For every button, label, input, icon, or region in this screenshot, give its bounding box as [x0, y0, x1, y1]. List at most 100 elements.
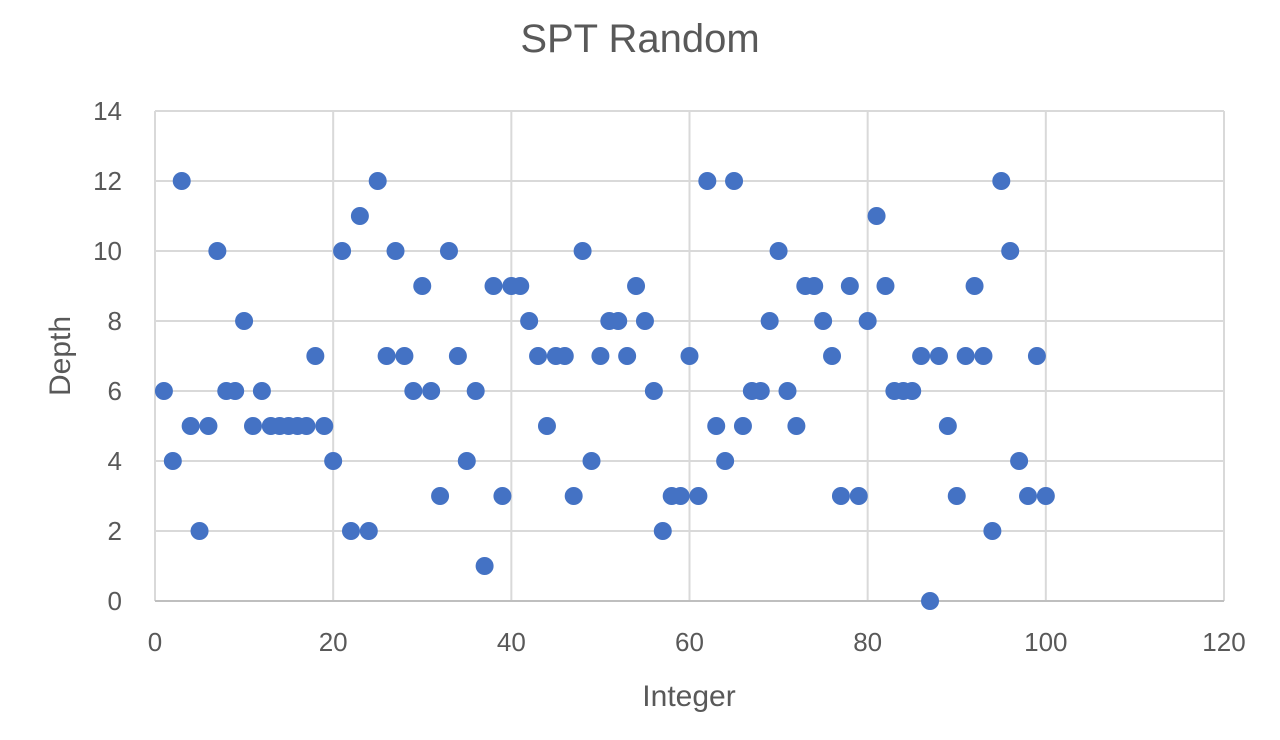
- x-tick-label: 40: [497, 627, 526, 657]
- data-point: [689, 487, 708, 505]
- data-point: [1027, 347, 1046, 365]
- data-point: [769, 242, 788, 260]
- data-point: [333, 242, 352, 260]
- data-point: [341, 522, 360, 540]
- data-point: [172, 172, 191, 190]
- data-point: [1001, 242, 1020, 260]
- x-axis-title: Integer: [642, 680, 735, 713]
- data-point: [956, 347, 975, 365]
- data-point: [359, 522, 378, 540]
- data-point: [671, 487, 690, 505]
- y-tick-label: 4: [108, 446, 122, 476]
- data-point: [564, 487, 583, 505]
- data-point: [787, 417, 806, 435]
- x-tick-label: 80: [853, 627, 882, 657]
- x-tick-label: 120: [1202, 627, 1245, 657]
- data-point: [591, 347, 610, 365]
- data-point: [627, 277, 646, 295]
- data-point: [992, 172, 1011, 190]
- data-point: [947, 487, 966, 505]
- data-point: [190, 522, 209, 540]
- data-point: [921, 592, 940, 610]
- data-point: [814, 312, 833, 330]
- data-point: [1019, 487, 1038, 505]
- data-point: [555, 347, 574, 365]
- data-point: [653, 522, 672, 540]
- data-point: [938, 417, 957, 435]
- y-tick-label: 6: [108, 376, 122, 406]
- data-point: [858, 312, 877, 330]
- data-point: [725, 172, 744, 190]
- data-point: [1010, 452, 1029, 470]
- data-point: [680, 347, 699, 365]
- data-point: [395, 347, 414, 365]
- data-point: [475, 557, 494, 575]
- data-point: [457, 452, 476, 470]
- data-point: [413, 277, 432, 295]
- chart-title: SPT Random: [520, 17, 759, 61]
- data-point: [235, 312, 254, 330]
- y-tick-label: 2: [108, 516, 122, 546]
- data-points: [154, 172, 1055, 610]
- data-point: [226, 382, 245, 400]
- data-point: [431, 487, 450, 505]
- data-point: [929, 347, 948, 365]
- x-tick-label: 60: [675, 627, 704, 657]
- data-point: [805, 277, 824, 295]
- data-point: [484, 277, 503, 295]
- y-tick-label: 0: [108, 586, 122, 616]
- y-tick-label: 8: [108, 306, 122, 336]
- data-point: [154, 382, 173, 400]
- data-point: [439, 242, 458, 260]
- data-point: [529, 347, 548, 365]
- data-point: [511, 277, 530, 295]
- data-point: [912, 347, 931, 365]
- data-point: [252, 382, 271, 400]
- data-point: [733, 417, 752, 435]
- data-point: [618, 347, 637, 365]
- data-point: [903, 382, 922, 400]
- data-point: [983, 522, 1002, 540]
- data-point: [422, 382, 441, 400]
- y-tick-label: 14: [93, 96, 122, 126]
- data-point: [698, 172, 717, 190]
- y-tick-label: 12: [93, 166, 122, 196]
- data-point: [199, 417, 218, 435]
- data-point: [404, 382, 423, 400]
- data-point: [965, 277, 984, 295]
- y-axis-title: Depth: [44, 316, 77, 396]
- data-point: [751, 382, 770, 400]
- data-point: [974, 347, 993, 365]
- data-point: [208, 242, 227, 260]
- data-point: [350, 207, 369, 225]
- data-point: [315, 417, 334, 435]
- data-point: [448, 347, 467, 365]
- data-point: [823, 347, 842, 365]
- data-point: [181, 417, 200, 435]
- data-point: [609, 312, 628, 330]
- data-point: [644, 382, 663, 400]
- data-point: [537, 417, 556, 435]
- data-point: [707, 417, 726, 435]
- data-point: [297, 417, 316, 435]
- data-point: [573, 242, 592, 260]
- x-tick-label: 0: [148, 627, 162, 657]
- data-point: [867, 207, 886, 225]
- data-point: [306, 347, 325, 365]
- data-point: [831, 487, 850, 505]
- data-point: [520, 312, 539, 330]
- y-tick-label: 10: [93, 236, 122, 266]
- data-point: [849, 487, 868, 505]
- x-tick-label: 20: [319, 627, 348, 657]
- data-point: [876, 277, 895, 295]
- data-point: [778, 382, 797, 400]
- data-point: [840, 277, 859, 295]
- data-point: [582, 452, 601, 470]
- data-point: [324, 452, 343, 470]
- data-point: [760, 312, 779, 330]
- data-point: [243, 417, 262, 435]
- data-point: [377, 347, 396, 365]
- data-point: [163, 452, 182, 470]
